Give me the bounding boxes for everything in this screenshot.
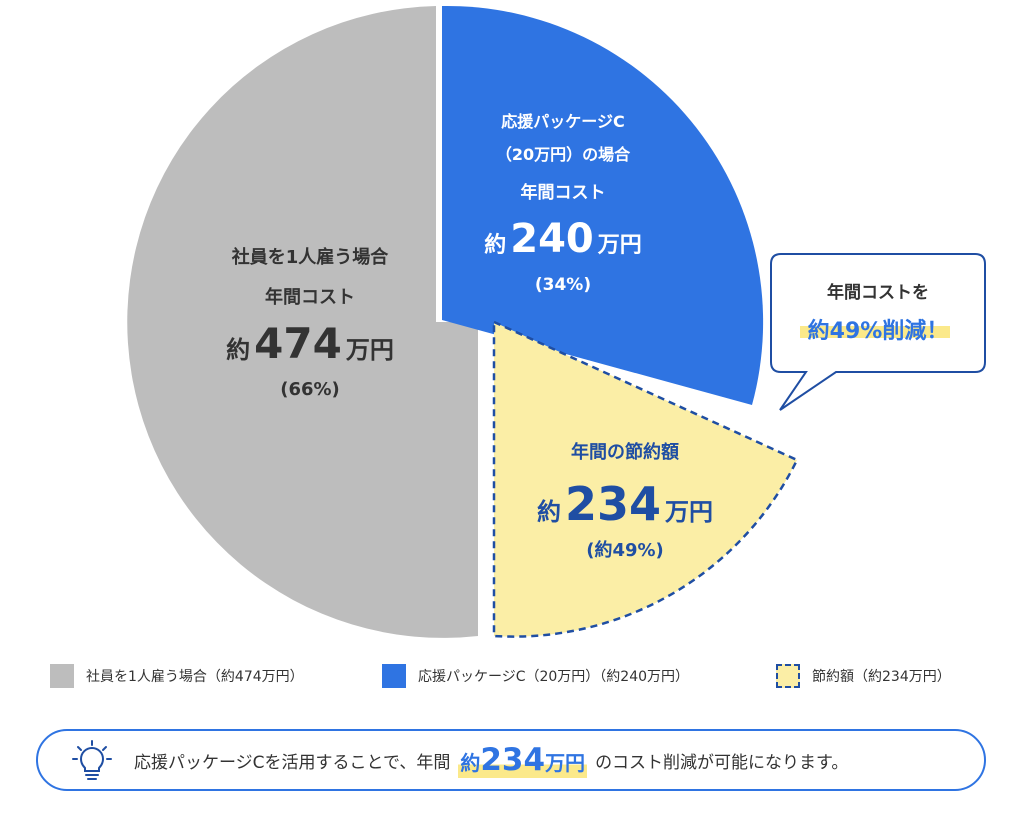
legend-item-savings: 節約額（約234万円） [776,664,951,688]
chart-legend: 社員を1人雇う場合（約474万円） 応援パッケージC（20万円）（約240万円）… [50,664,980,694]
summary-highlight-prefix: 約 [460,751,481,775]
lightbulb-icon [72,740,112,780]
yellow-label-title: 年間の節約額 [571,441,679,463]
summary-highlight: 約234万円 [458,742,588,778]
pie-slice-employee [127,6,478,638]
blue-label-subtitle: 年間コスト [521,182,606,203]
gray-label-title: 社員を1人雇う場合 [232,246,390,268]
gray-label-subtitle: 年間コスト [265,286,355,308]
legend-label-package-c: 応援パッケージC（20万円）（約240万円） [418,669,690,685]
pie-chart: 社員を1人雇う場合 年間コスト 約474 万円 (66%) 応援パッケージC （2… [127,5,986,638]
yellow-label-percent: (約49%) [586,539,664,561]
legend-swatch-yellow [776,664,800,688]
pie-slice-savings [492,320,799,638]
blue-label-title: 応援パッケージC [501,112,624,131]
summary-text-before: 応援パッケージCを活用することで、年間 [134,752,451,773]
yellow-label-amount: 約234 万円 [537,477,713,531]
blue-label-title2: （20万円）の場合 [496,145,631,164]
legend-item-employee: 社員を1人雇う場合（約474万円） [50,664,304,688]
legend-swatch-gray [50,664,74,688]
callout-line2: 約49%削減！ [808,318,949,344]
callout-highlight [800,326,950,338]
summary-text: 応援パッケージCを活用することで、年間 約234万円 のコスト削減が可能になりま… [134,731,848,789]
blue-label-amount: 約 240 万円 [484,216,642,262]
legend-swatch-blue [382,664,406,688]
summary-highlight-value: 234 [480,742,546,778]
legend-item-package-c: 応援パッケージC（20万円）（約240万円） [382,664,689,688]
pie-slice-package-c [442,5,764,405]
legend-label-savings: 節約額（約234万円） [812,669,951,685]
summary-text-after: のコスト削減が可能になります。 [595,752,849,773]
blue-label-percent: (34%) [535,275,591,295]
gray-label-percent: (66%) [280,379,340,400]
summary-banner: 応援パッケージCを活用することで、年間 約234万円 のコスト削減が可能になりま… [36,729,986,791]
legend-label-employee: 社員を1人雇う場合（約474万円） [86,669,304,685]
summary-highlight-unit: 万円 [545,751,586,775]
callout-line1: 年間コストを [827,282,929,303]
gray-label-amount: 約474 万円 [226,319,394,368]
